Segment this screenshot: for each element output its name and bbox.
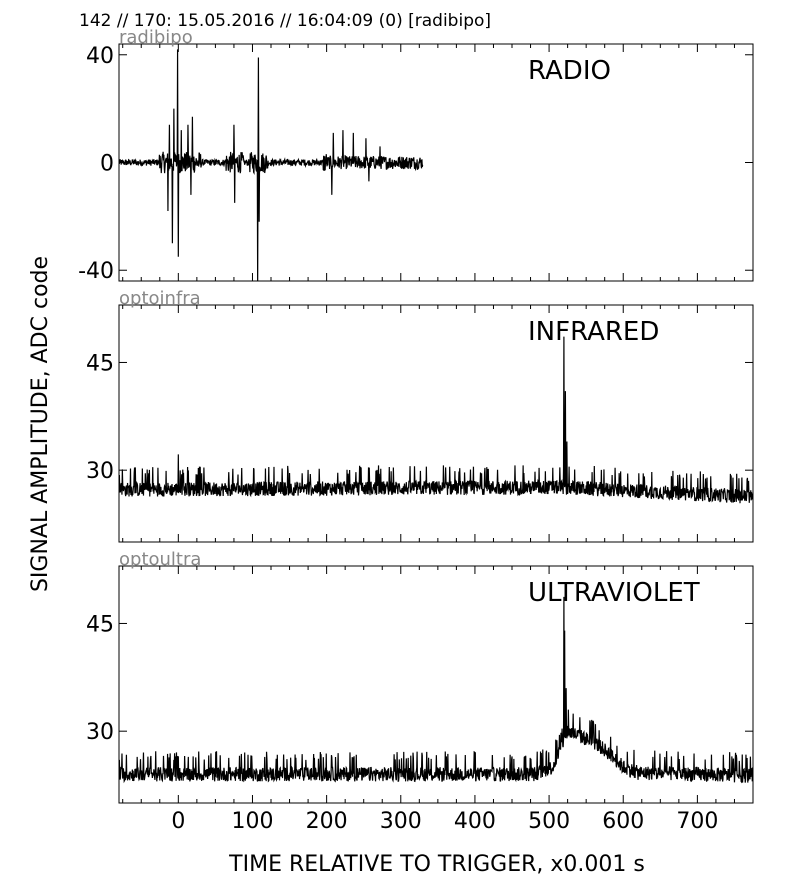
x-tick-label: 200 <box>306 809 348 834</box>
x-tick-label: 600 <box>602 809 644 834</box>
x-tick-label: 100 <box>231 809 273 834</box>
channel-label: optoinfra <box>119 288 201 309</box>
panel-optoultra: 30 45 optoultra ULTRAVIOLET 0 100 200 300 400 500… <box>86 549 754 834</box>
panel-title: ULTRAVIOLET <box>528 578 700 608</box>
y-tick-label: 45 <box>86 612 114 637</box>
y-tick-label: 0 <box>100 152 114 177</box>
panel-title: RADIO <box>528 56 611 86</box>
y-tick-label: -40 <box>78 259 114 284</box>
y-tick-label: 30 <box>86 720 114 745</box>
panel-optoinfra: 30 45 optoinfra INFRARED <box>86 288 754 543</box>
plot-frame-optoultra <box>118 565 754 804</box>
y-tick-label: 45 <box>86 351 114 376</box>
y-tick-label: 30 <box>86 459 114 484</box>
figure-header: 142 // 170: 15.05.2016 // 16:04:09 (0) [… <box>79 11 491 31</box>
x-tick-label: 0 <box>171 809 185 834</box>
x-tick-label: 700 <box>676 809 718 834</box>
x-tick-label: 400 <box>454 809 496 834</box>
trace-radibipo <box>119 49 424 281</box>
plot-frame-optoinfra <box>118 304 754 543</box>
y-axis-label: SIGNAL AMPLITUDE, ADC code <box>28 256 53 592</box>
channel-label: optoultra <box>119 549 201 570</box>
panel-title: INFRARED <box>528 317 659 347</box>
x-axis-label: TIME RELATIVE TO TRIGGER, x0.001 s <box>228 852 645 877</box>
trace-optoultra <box>119 596 753 784</box>
channel-label: radibipo <box>119 27 193 48</box>
x-tick-label: 300 <box>380 809 422 834</box>
trace-optoinfra <box>119 336 753 504</box>
y-tick-label: 40 <box>86 44 114 69</box>
x-tick-label: 500 <box>528 809 570 834</box>
